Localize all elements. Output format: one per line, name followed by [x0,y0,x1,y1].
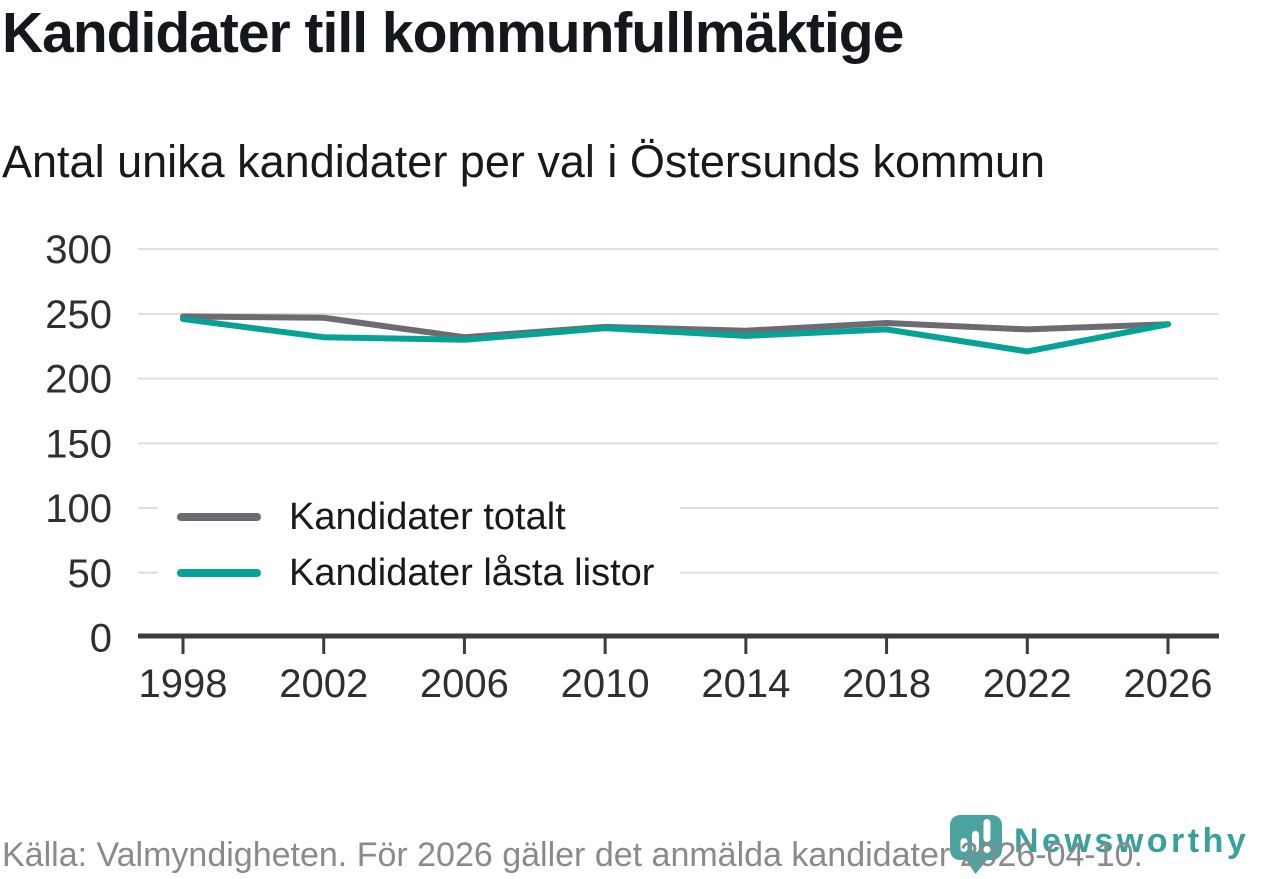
y-axis-tick-label: 50 [68,552,113,596]
newsworthy-wordmark: Newsworthy [1014,822,1250,860]
y-axis-tick-label: 300 [45,228,112,272]
bar-chart-pin-icon [950,815,1002,874]
exclamation-dot [983,846,991,853]
chart-title: Kandidater till kommunfullmäktige [2,1,904,65]
legend-label-locked: Kandidater låsta listor [289,551,655,594]
source-note: Källa: Valmyndigheten. För 2026 gäller d… [2,836,1143,874]
legend-item-total: Kandidater totalt [158,489,680,545]
total-line-swatch [177,513,261,521]
x-axis-tick-label: 2026 [1124,662,1213,706]
x-axis-tick-label: 2014 [701,662,790,706]
x-axis-tick-label: 2022 [983,662,1072,706]
y-axis-tick-label: 100 [45,487,112,531]
series-line [180,313,1171,341]
x-axis-tick-label: 2006 [420,662,509,706]
bar-medium [972,831,979,852]
legend-label-total: Kandidater totalt [289,495,566,538]
chart-subtitle: Antal unika kandidater per val i Östersu… [2,136,1046,187]
locked-line-swatch [177,569,261,577]
y-axis-tick-label: 200 [45,358,112,402]
series-line [180,316,1171,355]
bar-short [960,838,968,852]
y-axis-tick-label: 0 [90,617,112,661]
x-axis-tick-label: 1998 [139,662,228,706]
chart-legend: Kandidater totalt Kandidater låsta listo… [158,488,680,602]
x-axis-tick-label: 2002 [279,662,368,706]
x-axis-tick-label: 2018 [842,662,931,706]
y-axis-tick-label: 250 [45,293,112,337]
legend-item-locked: Kandidater låsta listor [158,545,680,601]
newsworthy-logo: Newsworthy [948,813,1249,879]
y-axis-tick-label: 150 [45,422,112,466]
x-axis-tick-label: 2010 [561,662,650,706]
bar-tall [983,819,991,842]
